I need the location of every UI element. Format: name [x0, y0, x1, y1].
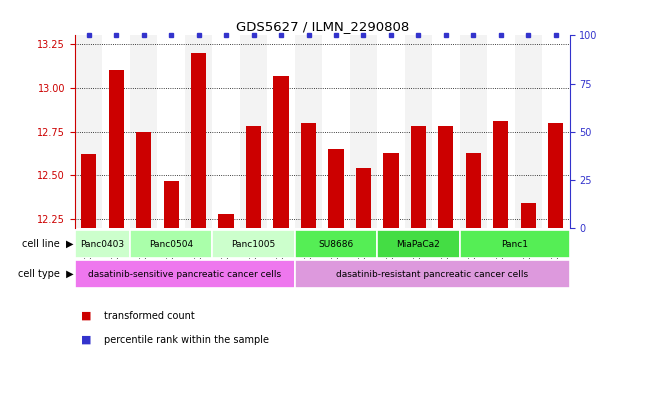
Bar [109, 70, 124, 228]
Bar [212, 230, 295, 258]
Bar [102, 35, 130, 228]
Text: cell type  ▶: cell type ▶ [18, 269, 74, 279]
Bar [75, 35, 102, 228]
Bar [295, 230, 377, 258]
Bar [466, 152, 481, 228]
Bar [295, 260, 570, 288]
Bar [75, 230, 130, 258]
Bar [246, 127, 261, 228]
Bar [377, 230, 460, 258]
Text: Panc0403: Panc0403 [80, 240, 124, 248]
Bar [460, 230, 570, 258]
Bar [273, 75, 288, 228]
Bar [515, 35, 542, 228]
Bar [219, 214, 234, 228]
Bar [328, 149, 344, 228]
Bar [158, 35, 185, 228]
Bar [411, 127, 426, 228]
Text: dasatinib-sensitive pancreatic cancer cells: dasatinib-sensitive pancreatic cancer ce… [89, 270, 281, 279]
Bar [432, 35, 460, 228]
Bar [493, 121, 508, 228]
Bar [163, 181, 178, 228]
Bar [130, 230, 212, 258]
Bar [322, 35, 350, 228]
Text: dasatinib-resistant pancreatic cancer cells: dasatinib-resistant pancreatic cancer ce… [336, 270, 528, 279]
Text: transformed count: transformed count [104, 311, 195, 321]
Bar [130, 35, 158, 228]
Bar [295, 35, 322, 228]
Bar [542, 35, 570, 228]
Text: ■: ■ [81, 311, 92, 321]
Text: ■: ■ [81, 334, 92, 345]
Title: GDS5627 / ILMN_2290808: GDS5627 / ILMN_2290808 [236, 20, 409, 33]
Bar [136, 132, 151, 228]
Bar [268, 35, 295, 228]
Bar [240, 35, 268, 228]
Bar [350, 35, 377, 228]
Text: Panc0504: Panc0504 [149, 240, 193, 248]
Bar [356, 169, 371, 228]
Bar [521, 204, 536, 228]
Bar [383, 152, 398, 228]
Bar [191, 53, 206, 228]
Bar [405, 35, 432, 228]
Text: cell line  ▶: cell line ▶ [22, 239, 74, 249]
Bar [438, 127, 454, 228]
Text: MiaPaCa2: MiaPaCa2 [396, 240, 440, 248]
Bar [185, 35, 212, 228]
Bar [377, 35, 405, 228]
Bar [487, 35, 515, 228]
Bar [460, 35, 487, 228]
Bar [548, 123, 564, 228]
Text: Panc1: Panc1 [501, 240, 528, 248]
Bar [81, 154, 96, 228]
Text: Panc1005: Panc1005 [231, 240, 275, 248]
Text: SU8686: SU8686 [318, 240, 353, 248]
Bar [212, 35, 240, 228]
Bar [301, 123, 316, 228]
Text: percentile rank within the sample: percentile rank within the sample [104, 334, 269, 345]
Bar [75, 260, 295, 288]
